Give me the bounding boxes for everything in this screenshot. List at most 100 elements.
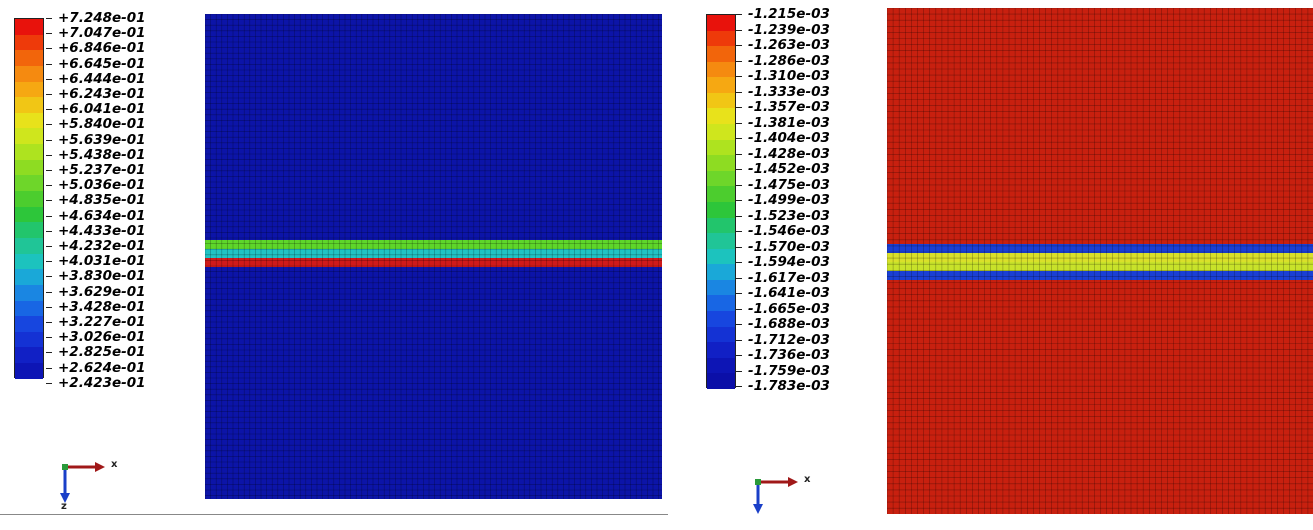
legend-label: -1.783e-03 <box>748 378 830 394</box>
legend-swatch <box>15 237 43 254</box>
legend-swatch <box>15 347 43 364</box>
legend-swatch <box>15 50 43 66</box>
legend-swatch <box>15 191 43 207</box>
z-axis-label: z <box>61 501 67 512</box>
left-color-bar <box>14 18 44 379</box>
legend-swatch <box>707 155 735 171</box>
legend-swatch <box>707 77 735 93</box>
legend-tick <box>736 215 742 217</box>
legend-label: -1.499e-03 <box>748 192 830 208</box>
legend-swatch <box>15 269 43 285</box>
legend-label: -1.215e-03 <box>748 6 830 22</box>
legend-tick <box>46 367 52 369</box>
legend-tick <box>736 76 742 77</box>
legend-swatch <box>707 124 735 140</box>
legend-label: -1.759e-03 <box>748 362 830 379</box>
legend-tick <box>736 200 742 201</box>
legend-label: -1.688e-03 <box>748 316 830 332</box>
legend-label: -1.523e-03 <box>748 207 830 224</box>
legend-swatch <box>707 373 735 389</box>
legend-label: -1.357e-03 <box>748 99 830 115</box>
mesh-band-layer <box>205 249 662 258</box>
legend-swatch <box>707 108 735 125</box>
legend-tick <box>736 14 742 15</box>
legend-label: -1.263e-03 <box>748 37 830 53</box>
legend-tick <box>46 276 52 278</box>
legend-label: -1.286e-03 <box>748 52 830 69</box>
legend-label: +3.830e-01 <box>58 268 146 285</box>
legend-label: +5.036e-01 <box>58 177 146 194</box>
legend-tick <box>46 33 52 35</box>
legend-tick <box>46 48 52 50</box>
legend-tick <box>46 139 52 141</box>
legend-label: +6.444e-01 <box>58 70 146 87</box>
legend-tick <box>736 169 742 170</box>
legend-swatch <box>15 284 43 301</box>
legend-label: +4.634e-01 <box>58 207 146 224</box>
legend-label: +4.433e-01 <box>58 222 146 239</box>
legend-tick <box>736 262 742 263</box>
legend-swatch <box>15 159 43 176</box>
legend-label: -1.617e-03 <box>748 269 830 286</box>
legend-label: -1.475e-03 <box>748 176 830 193</box>
legend-label: +3.428e-01 <box>58 298 146 315</box>
legend-swatch <box>707 30 735 47</box>
legend-tick <box>736 45 742 46</box>
legend-label: +3.227e-01 <box>58 314 146 330</box>
legend-swatch <box>15 206 43 223</box>
legend-label: +5.438e-01 <box>58 146 146 163</box>
right-mesh-plot <box>887 8 1313 514</box>
legend-swatch <box>707 248 735 265</box>
legend-swatch <box>707 217 735 234</box>
legend-swatch <box>707 310 735 327</box>
right-axis-triad: x <box>748 470 811 530</box>
legend-label: -1.546e-03 <box>748 223 830 239</box>
left-contour-panel: +7.248e-01 +7.047e-01 +6.846e-01 +6.645e-01… <box>0 0 668 518</box>
legend-label: +6.041e-01 <box>58 101 146 118</box>
legend-label: +2.423e-01 <box>58 374 146 391</box>
legend-label: -1.712e-03 <box>748 331 830 348</box>
right-color-bar <box>706 14 736 389</box>
legend-swatch <box>15 300 43 317</box>
legend-label: -1.333e-03 <box>748 83 830 100</box>
legend-swatch <box>707 170 735 187</box>
legend-label: -1.310e-03 <box>748 68 830 84</box>
legend-label: +3.026e-01 <box>58 329 146 346</box>
left-baseline <box>0 514 668 515</box>
legend-tick <box>46 109 52 111</box>
legend-tick <box>46 246 52 247</box>
legend-tick <box>736 91 742 93</box>
legend-tick <box>736 231 742 232</box>
legend-label: +5.639e-01 <box>58 131 146 148</box>
legend-swatch <box>15 363 43 379</box>
legend-label: -1.381e-03 <box>748 114 830 131</box>
legend-label: -1.239e-03 <box>748 21 830 38</box>
legend-tick <box>736 184 742 186</box>
legend-swatch <box>707 201 735 218</box>
legend-tick <box>46 261 52 263</box>
axis-triad-icon <box>60 462 105 503</box>
legend-tick <box>736 246 742 248</box>
legend-tick <box>46 352 52 354</box>
legend-tick <box>46 18 52 19</box>
legend-swatch <box>15 112 43 129</box>
legend-swatch <box>707 139 735 156</box>
legend-label: -1.736e-03 <box>748 347 830 363</box>
legend-swatch <box>15 34 43 51</box>
legend-swatch <box>707 233 735 249</box>
x-axis-label: x <box>804 474 811 485</box>
legend-tick <box>736 107 742 108</box>
legend-swatch <box>707 61 735 78</box>
mesh-band-layer <box>887 244 1313 253</box>
legend-label: +2.825e-01 <box>58 344 146 361</box>
legend-swatch <box>15 253 43 270</box>
legend-tick <box>46 185 52 187</box>
legend-swatch <box>15 128 43 145</box>
legend-tick <box>736 153 742 155</box>
x-axis-label: x <box>111 459 118 470</box>
legend-swatch <box>707 186 735 202</box>
legend-tick <box>46 63 52 65</box>
legend-label: +6.243e-01 <box>58 86 146 102</box>
mesh-band-layer <box>205 258 662 267</box>
left-axis-triad: x z <box>55 455 118 515</box>
